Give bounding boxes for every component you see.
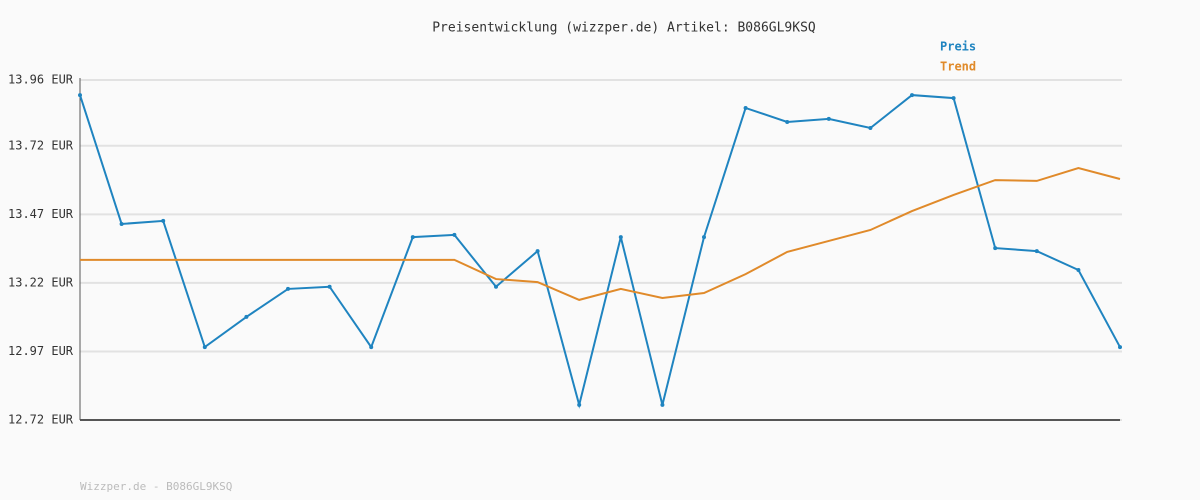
point [494, 284, 498, 289]
point [743, 105, 748, 110]
point [410, 235, 415, 240]
point [910, 93, 914, 98]
chart-title: Preisentwicklung (wizzper.de) Artikel: B… [432, 21, 816, 36]
point [702, 235, 706, 240]
y-tick-label: 13.96 EUR [8, 73, 74, 87]
point [577, 402, 582, 407]
point [119, 221, 124, 226]
point [826, 116, 831, 121]
line-0 [79, 94, 1121, 409]
point [618, 235, 623, 240]
point [660, 402, 665, 407]
y-tick-label: 13.22 EUR [8, 275, 74, 289]
point [286, 286, 290, 291]
point [161, 218, 166, 223]
point [452, 232, 457, 237]
legend-label: Trend [940, 60, 976, 74]
y-tick-label: 12.72 EUR [8, 413, 74, 427]
point [993, 246, 998, 251]
y-tick-label: 12.97 EUR [8, 344, 74, 358]
point [369, 345, 374, 350]
point [327, 284, 332, 289]
point [244, 314, 249, 319]
line-1 [80, 166, 1121, 301]
point [1118, 345, 1122, 350]
legend-label: Preis [940, 40, 976, 54]
point [785, 119, 790, 124]
point [202, 345, 207, 350]
point [868, 125, 873, 130]
point [1076, 268, 1081, 273]
point [78, 93, 82, 98]
point [1034, 249, 1039, 254]
point [951, 96, 956, 101]
y-tick-label: 13.72 EUR [8, 138, 74, 152]
y-tick-label: 13.47 EUR [8, 207, 74, 221]
point [535, 249, 540, 254]
footer: Wizzper.de - B086GL9KSQ [80, 480, 232, 493]
